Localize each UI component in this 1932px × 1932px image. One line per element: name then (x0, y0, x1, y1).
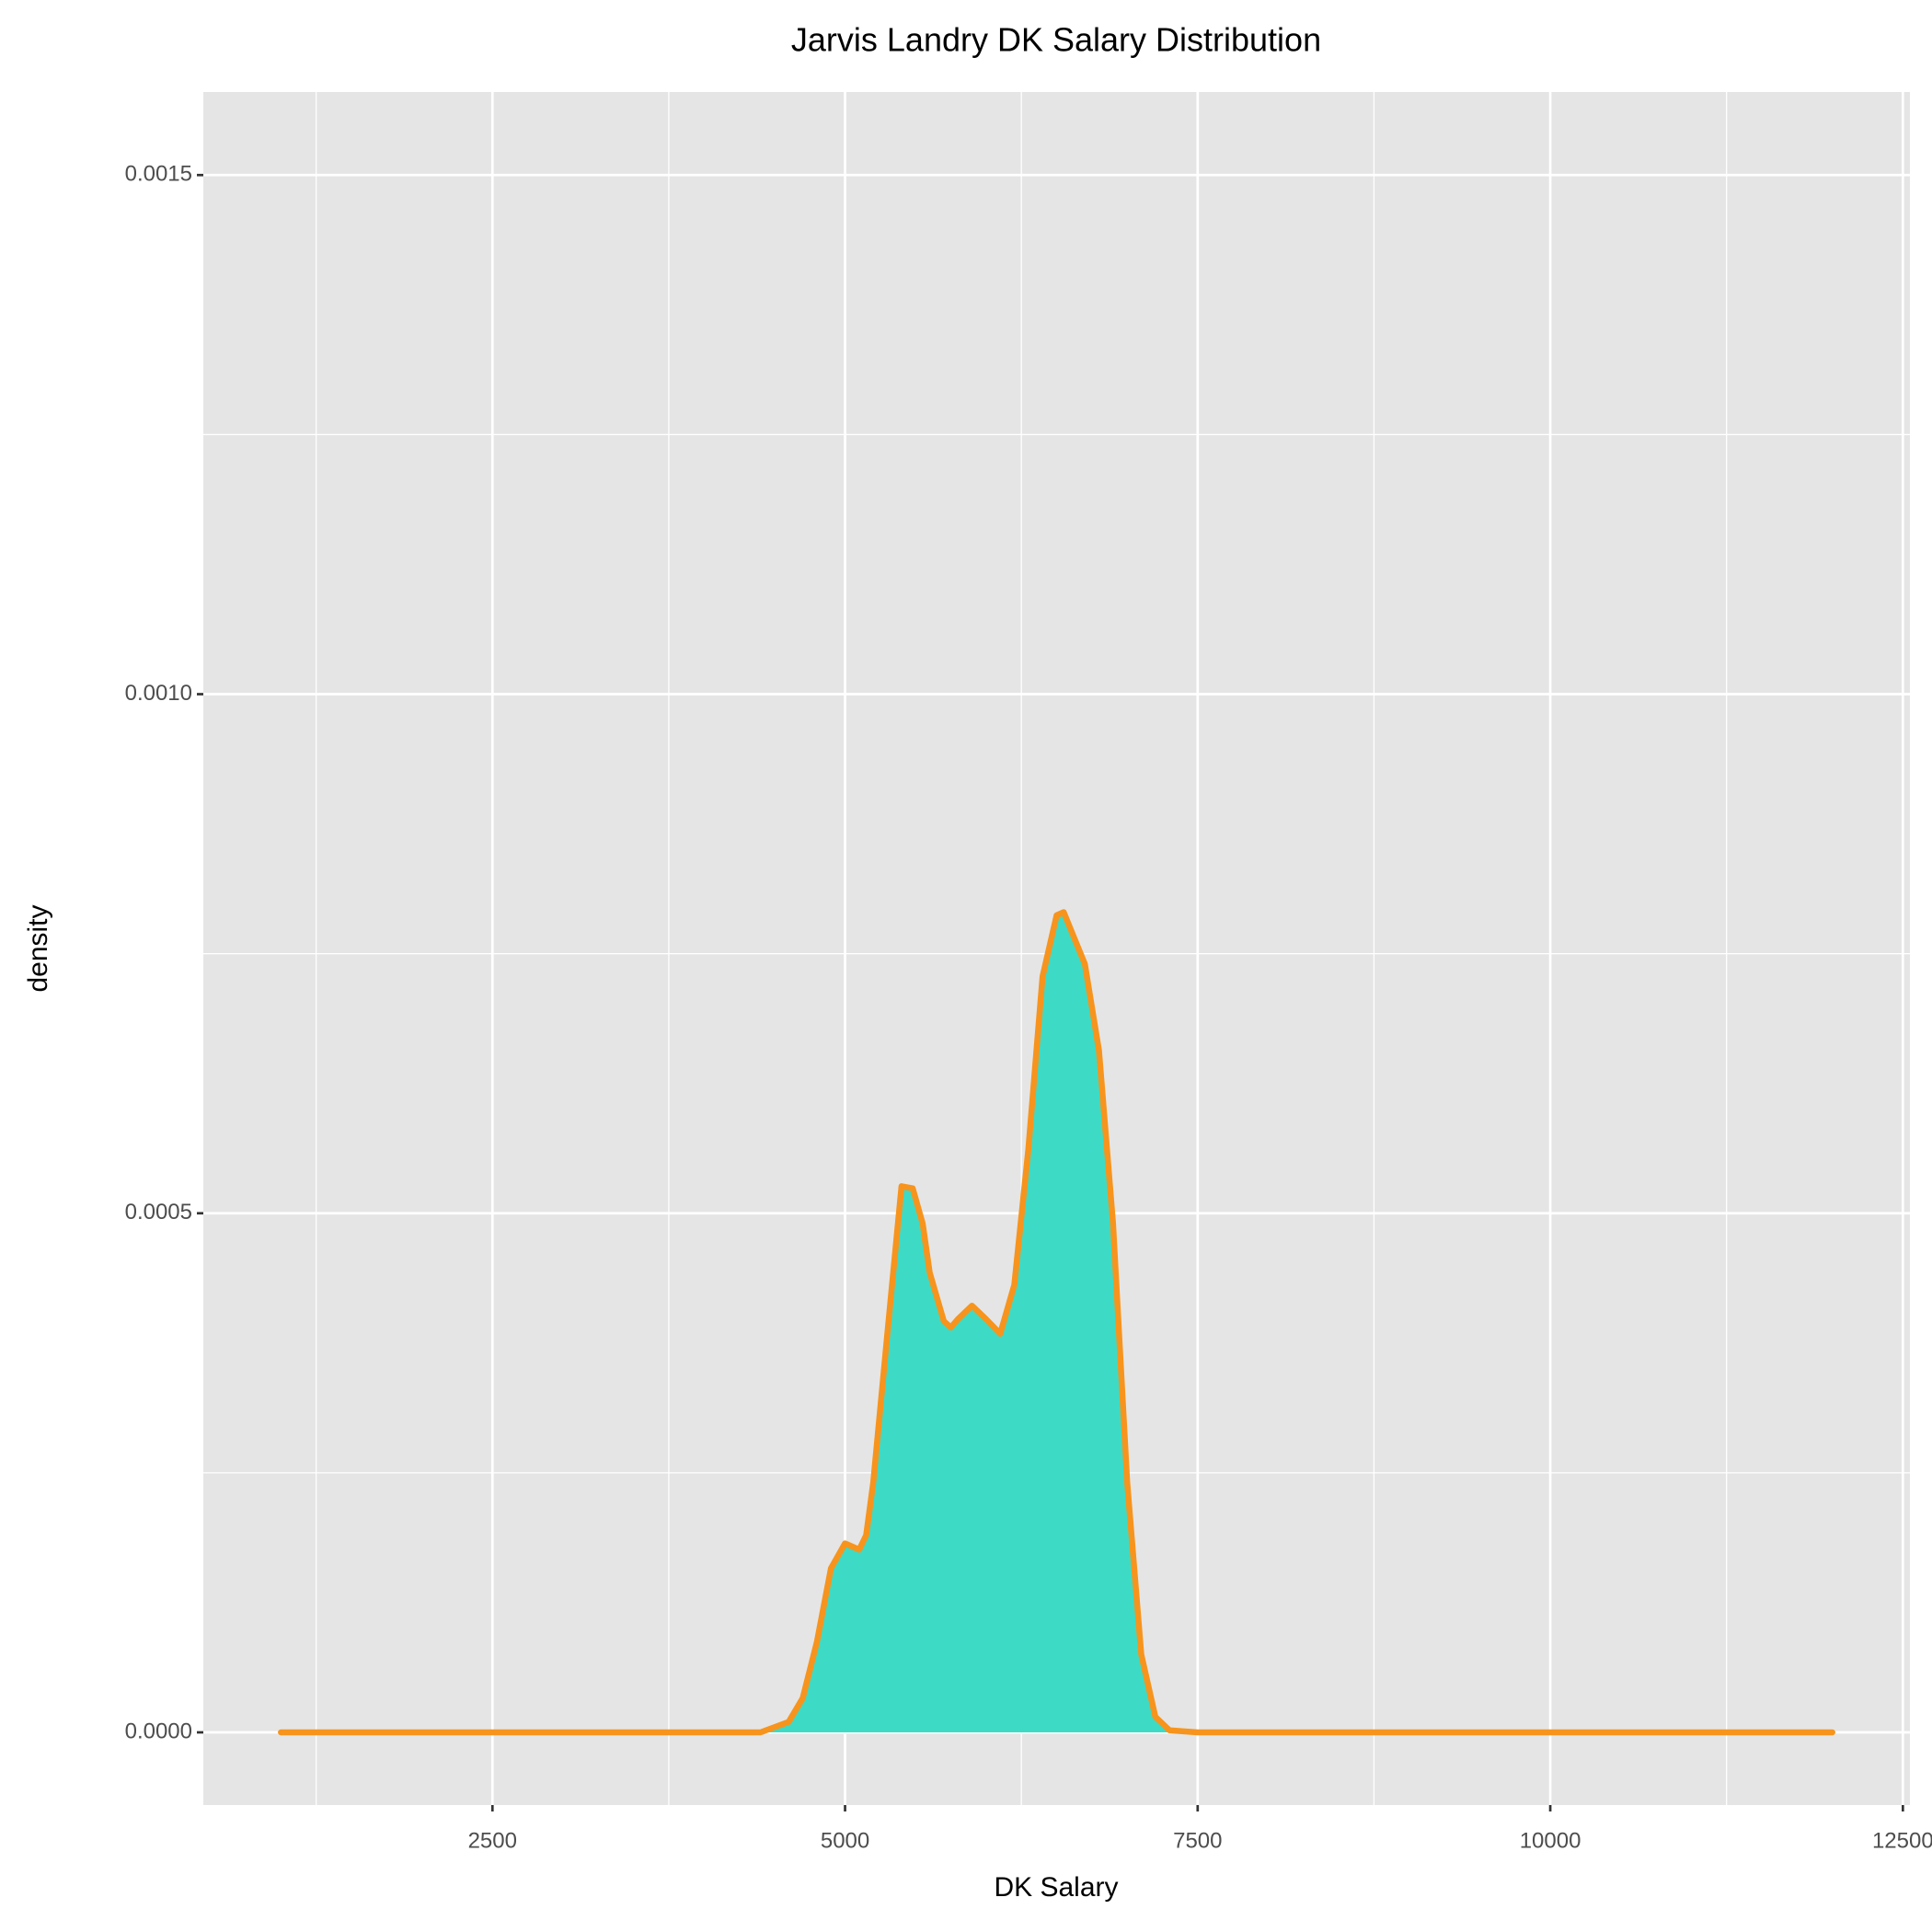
y-tick-label: 0.0010 (125, 681, 192, 706)
x-axis-title: DK Salary (994, 1872, 1118, 1903)
y-tick-label: 0.0000 (125, 1719, 192, 1743)
x-tick-label: 7500 (1173, 1828, 1222, 1853)
x-tick-label: 12500 (1872, 1828, 1932, 1853)
x-tick-label: 10000 (1520, 1828, 1581, 1853)
y-tick-label: 0.0015 (125, 162, 192, 187)
x-tick-label: 2500 (468, 1828, 517, 1853)
density-line (278, 909, 1835, 1736)
chart-title: Jarvis Landry DK Salary Distribution (791, 21, 1321, 59)
x-tick-label: 5000 (821, 1828, 869, 1853)
y-tick-label: 0.0005 (125, 1200, 192, 1225)
area-fill (281, 912, 1833, 1733)
y-axis-title: density (23, 904, 53, 992)
